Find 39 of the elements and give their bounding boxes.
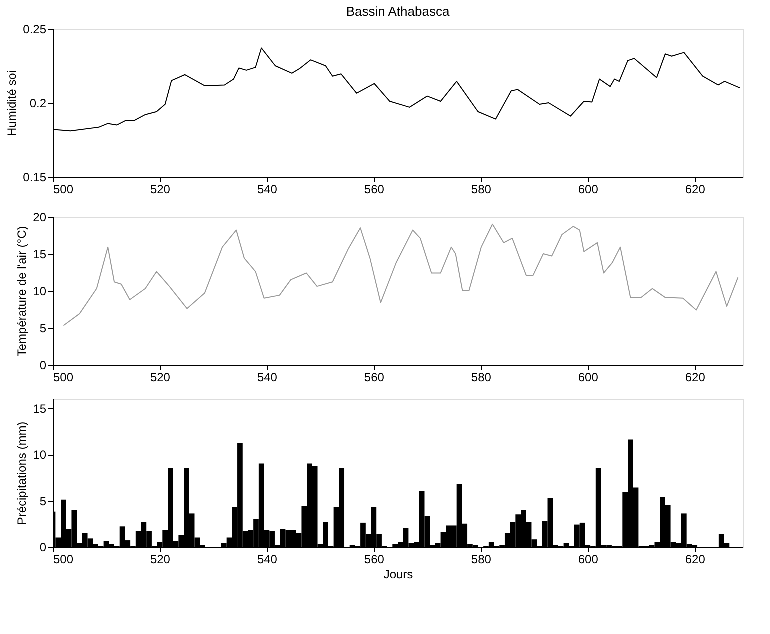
x-tick-label: 500 <box>54 552 74 566</box>
y-tick-label: 0.2 <box>30 96 47 110</box>
y-tick-label: 20 <box>33 210 47 224</box>
y-tick-label: 10 <box>33 284 47 298</box>
y-axis-title: Humidité soi <box>5 70 20 137</box>
x-tick-label: 620 <box>685 182 706 196</box>
x-tick-label: 600 <box>578 182 599 196</box>
x-tick-label: 600 <box>578 370 599 384</box>
y-tick-label: 5 <box>40 322 47 336</box>
x-tick-label: 520 <box>150 370 171 384</box>
x-tick-label: 580 <box>471 370 492 384</box>
x-tick-label: 600 <box>578 552 599 566</box>
line-series <box>63 224 739 326</box>
x-axis-title: Jours <box>384 568 414 582</box>
x-tick-label: 580 <box>471 552 492 566</box>
x-tick-label: 500 <box>54 182 74 196</box>
y-tick-label: 10 <box>33 448 47 462</box>
y-tick-label: 0.15 <box>23 170 47 184</box>
x-tick-label: 620 <box>685 552 706 566</box>
x-tick-label: 540 <box>257 552 278 566</box>
y-axis-title: Température de l'air (°C) <box>15 226 30 357</box>
y-tick-label: 15 <box>33 248 47 262</box>
y-tick-label: 0.25 <box>23 22 47 36</box>
y-tick-label: 0 <box>40 540 47 554</box>
x-tick-label: 520 <box>150 552 171 566</box>
y-tick-label: 5 <box>40 494 47 508</box>
x-tick-label: 560 <box>364 370 385 384</box>
y-tick-label: 0 <box>40 358 47 372</box>
x-tick-label: 560 <box>364 552 385 566</box>
x-tick-label: 500 <box>54 370 74 384</box>
chart-title: Bassin Athabasca <box>346 4 450 19</box>
y-axis-title: Précipitations (mm) <box>15 422 30 526</box>
x-tick-label: 520 <box>150 182 171 196</box>
x-tick-label: 540 <box>257 370 278 384</box>
y-tick-label: 15 <box>33 402 47 416</box>
x-tick-label: 620 <box>685 370 706 384</box>
x-tick-label: 540 <box>257 182 278 196</box>
x-tick-label: 580 <box>471 182 492 196</box>
x-tick-label: 560 <box>364 182 385 196</box>
